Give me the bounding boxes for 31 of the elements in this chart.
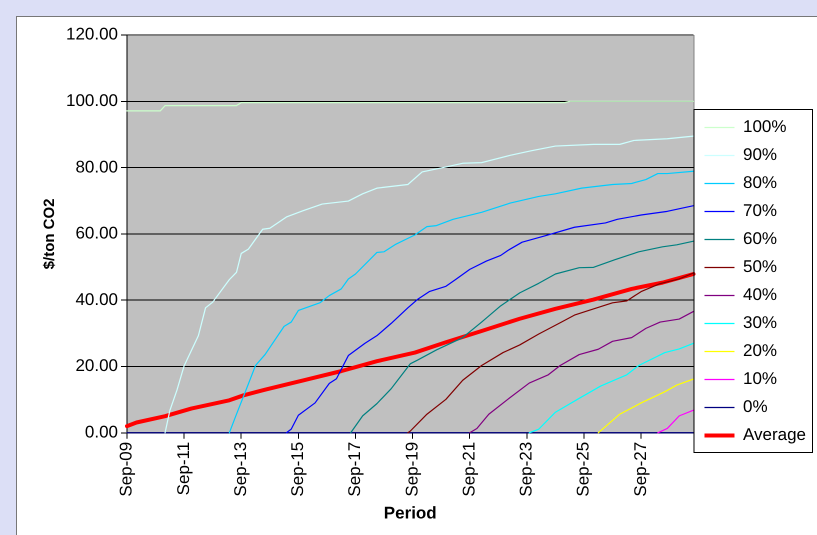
x-tick-label: Sep-27 <box>630 442 650 497</box>
y-tick-label: 0.00 <box>84 422 118 442</box>
y-axis-title: $/ton CO2 <box>41 198 58 270</box>
y-tick-label: 60.00 <box>75 224 118 243</box>
legend-label: 100% <box>742 117 786 136</box>
x-tick-label: Sep-23 <box>516 442 536 497</box>
legend-label: 10% <box>742 369 778 388</box>
legend-label: 60% <box>742 229 778 248</box>
y-tick-label: 120.00 <box>66 24 118 44</box>
x-tick-label: Sep-11 <box>174 442 193 496</box>
x-tick-label: Sep-17 <box>345 442 364 497</box>
legend-label: 30% <box>742 313 778 332</box>
y-tick-label: 40.00 <box>75 290 118 309</box>
y-tick-label: 100.00 <box>66 90 118 110</box>
x-tick-label: Sep-13 <box>230 442 250 497</box>
x-axis-title: Period <box>384 503 437 522</box>
legend-label: 50% <box>742 257 778 276</box>
legend-label: 20% <box>742 341 778 360</box>
legend-label: 80% <box>742 173 778 192</box>
legend-label: 70% <box>742 201 778 220</box>
y-tick-label: 20.00 <box>75 356 118 376</box>
x-tick-label: Sep-15 <box>288 442 308 497</box>
legend-label: 40% <box>742 285 778 304</box>
x-tick-label: Sep-21 <box>459 442 478 497</box>
legend-label: 0% <box>742 397 768 416</box>
legend-label: 90% <box>742 145 778 164</box>
x-tick-label: Sep-25 <box>574 442 593 497</box>
x-tick-label: Sep-19 <box>402 442 422 497</box>
y-tick-label: 80.00 <box>75 157 118 176</box>
legend-label: Average <box>742 425 806 444</box>
x-tick-label: Sep-09 <box>116 442 136 497</box>
